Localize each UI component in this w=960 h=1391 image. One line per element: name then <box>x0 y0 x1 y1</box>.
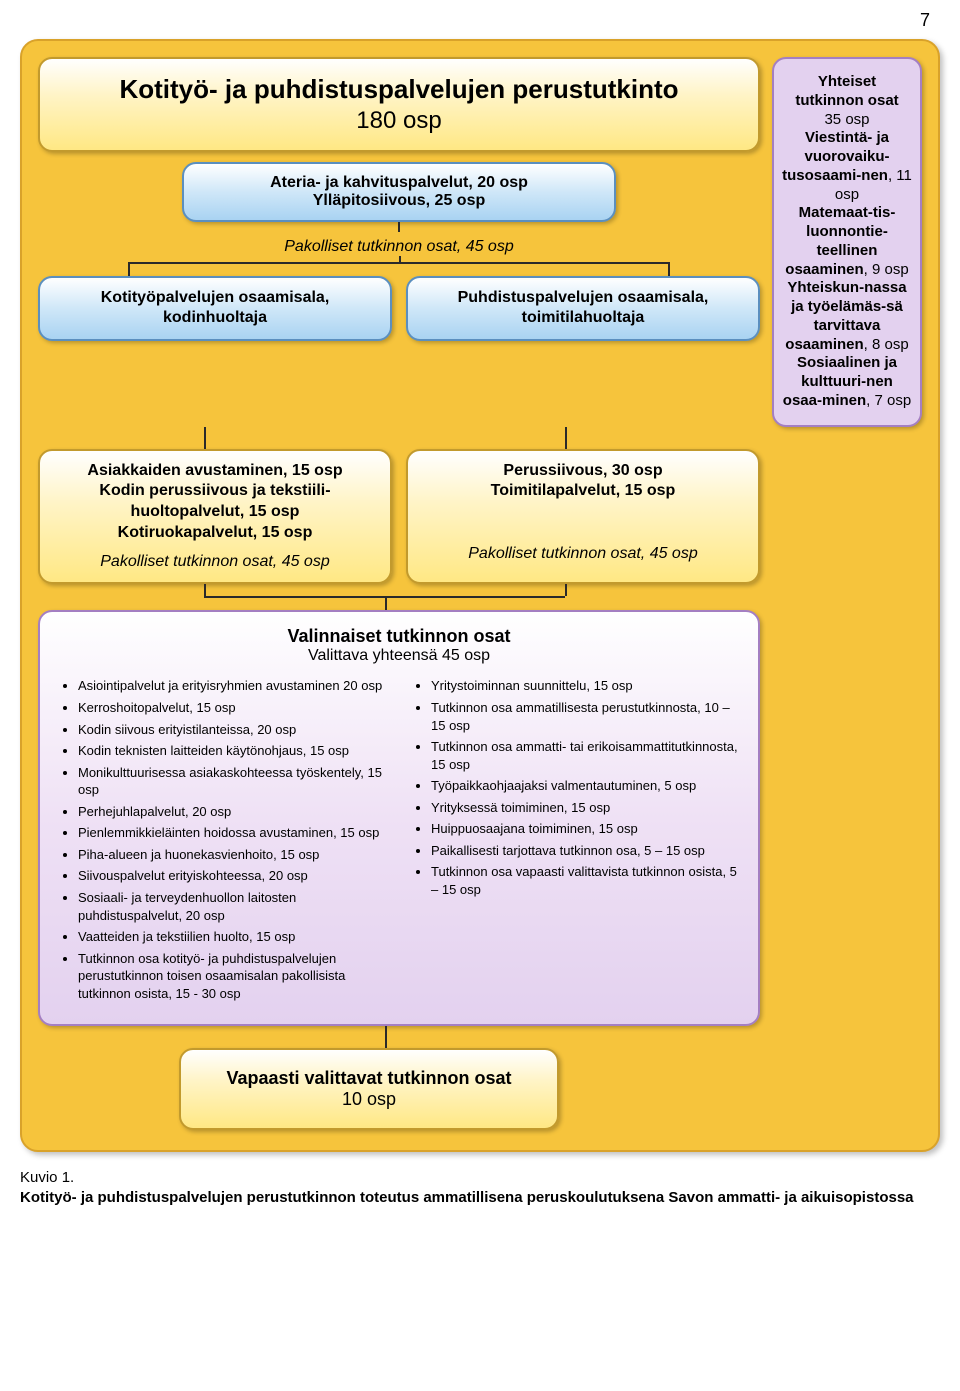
block-left-box: Asiakkaiden avustaminen, 15 osp Kodin pe… <box>38 449 392 585</box>
track-right-box: Puhdistuspalvelujen osaamisala, toimitil… <box>406 276 760 342</box>
block-right-box: Perussiivous, 30 osp Toimitilapalvelut, … <box>406 449 760 585</box>
br-l2: Toimitilapalvelut, 15 osp <box>422 481 744 502</box>
list-item: Sosiaali- ja terveydenhuollon laitosten … <box>78 889 387 924</box>
header-sub-box: Ateria- ja kahvituspalvelut, 20 osp Yllä… <box>182 162 615 222</box>
br-l1: Perussiivous, 30 osp <box>422 461 744 482</box>
list-item: Huippuosaajana toimiminen, 15 osp <box>431 820 740 838</box>
side-item-2: Viestintä- ja vuorovaiku-tusosaami-nen, … <box>782 129 912 204</box>
list-item: Tutkinnon osa kotityö- ja puhdistuspalve… <box>78 950 387 1003</box>
list-item: Paikallisesti tarjottava tutkinnon osa, … <box>431 842 740 860</box>
page-number: 7 <box>20 10 940 31</box>
free-l2: 10 osp <box>201 1089 536 1110</box>
connector-row-3 <box>38 584 760 610</box>
connector-split <box>128 262 670 276</box>
connector-row-2 <box>38 427 760 449</box>
bl-l2: Kodin perussiivous ja tekstiili- <box>54 481 376 502</box>
side-column: Yhteiset tutkinnon osat 35 osp Viestintä… <box>772 57 922 427</box>
side5-rest: , 7 osp <box>866 392 911 409</box>
connector-row-4 <box>38 1026 760 1048</box>
side1-bold: Yhteiset tutkinnon osat <box>795 73 898 109</box>
side4-rest: , 8 osp <box>864 336 909 353</box>
bl-l4: Kotiruokapalvelut, 15 osp <box>54 523 376 544</box>
side-item-4: Yhteiskun-nassa ja työelämäs-sä tarvitta… <box>782 279 912 354</box>
side3-rest: , 9 osp <box>864 261 909 278</box>
list-item: Kodin siivous erityistilanteissa, 20 osp <box>78 721 387 739</box>
list-item: Monikulttuurisessa asiakaskohteessa työs… <box>78 764 387 799</box>
track-right-l1: Puhdistuspalvelujen osaamisala, <box>422 288 744 309</box>
caption-l1: Kuvio 1. <box>20 1168 940 1188</box>
list-item: Kerroshoitopalvelut, 15 osp <box>78 699 387 717</box>
caption-l2: Kotityö- ja puhdistuspalvelujen perustut… <box>20 1188 940 1208</box>
title-line1: Kotityö- ja puhdistuspalvelujen perustut… <box>58 73 740 106</box>
header-sub-l1: Ateria- ja kahvituspalvelut, 20 osp <box>198 174 599 192</box>
side2-bold: Viestintä- ja vuorovaiku-tusosaami-nen <box>782 129 889 184</box>
side1-rest: 35 osp <box>824 111 869 128</box>
br-italic: Pakolliset tutkinnon osat, 45 osp <box>422 544 744 565</box>
bl-italic: Pakolliset tutkinnon osat, 45 osp <box>54 552 376 573</box>
list-item: Tutkinnon osa vapaasti valittavista tutk… <box>431 863 740 898</box>
free-box: Vapaasti valittavat tutkinnon osat 10 os… <box>179 1048 558 1130</box>
title-box: Kotityö- ja puhdistuspalvelujen perustut… <box>38 57 760 152</box>
list-item: Vaatteiden ja tekstiilien huolto, 15 osp <box>78 928 387 946</box>
figure-caption: Kuvio 1. Kotityö- ja puhdistuspalvelujen… <box>20 1168 940 1207</box>
list-item: Perhejuhlapalvelut, 20 osp <box>78 803 387 821</box>
list-item: Siivouspalvelut erityiskohteessa, 20 osp <box>78 867 387 885</box>
list-item: Pienlemmikkieläinten hoidossa avustamine… <box>78 824 387 842</box>
list-item: Yritystoiminnan suunnittelu, 15 osp <box>431 677 740 695</box>
list-item: Kodin teknisten laitteiden käytönohjaus,… <box>78 742 387 760</box>
optional-right-col: Yritystoiminnan suunnittelu, 15 osp Tutki… <box>411 677 740 1006</box>
mandatory-label: Pakolliset tutkinnon osat, 45 osp <box>38 238 760 256</box>
track-left-l1: Kotityöpalvelujen osaamisala, <box>54 288 376 309</box>
header-sub-l2: Ylläpitosiivous, 25 osp <box>198 192 599 210</box>
track-left-l2: kodinhuoltaja <box>54 308 376 329</box>
track-right-l2: toimitilahuoltaja <box>422 308 744 329</box>
track-left-box: Kotityöpalvelujen osaamisala, kodinhuolt… <box>38 276 392 342</box>
list-item: Piha-alueen ja huonekasvienhoito, 15 osp <box>78 846 387 864</box>
title-line2: 180 osp <box>58 106 740 136</box>
optional-sub: Valittava yhteensä 45 osp <box>58 647 740 665</box>
optional-title: Valinnaiset tutkinnon osat <box>58 626 740 647</box>
optional-left-col: Asiointipalvelut ja erityisryhmien avust… <box>58 677 387 1006</box>
side-item-5: Sosiaalinen ja kulttuuri-nen osaa-minen,… <box>782 354 912 410</box>
free-l1: Vapaasti valittavat tutkinnon osat <box>201 1068 536 1089</box>
diagram-outer: Kotityö- ja puhdistuspalvelujen perustut… <box>20 39 940 1152</box>
optional-box: Valinnaiset tutkinnon osat Valittava yht… <box>38 610 760 1026</box>
side-item-3: Matemaat-tis-luonnontie-teellinen osaami… <box>782 204 912 279</box>
bl-l1: Asiakkaiden avustaminen, 15 osp <box>54 461 376 482</box>
list-item: Asiointipalvelut ja erityisryhmien avust… <box>78 677 387 695</box>
bl-l3: huoltopalvelut, 15 osp <box>54 502 376 523</box>
list-item: Tutkinnon osa ammatillisesta perustutkin… <box>431 699 740 734</box>
list-item: Yrityksessä toimiminen, 15 osp <box>431 799 740 817</box>
connector <box>398 222 400 232</box>
side-item-1: Yhteiset tutkinnon osat 35 osp <box>782 73 912 129</box>
list-item: Tutkinnon osa ammatti- tai erikoisammatt… <box>431 738 740 773</box>
list-item: Työpaikkaohjaajaksi valmentautuminen, 5 … <box>431 777 740 795</box>
